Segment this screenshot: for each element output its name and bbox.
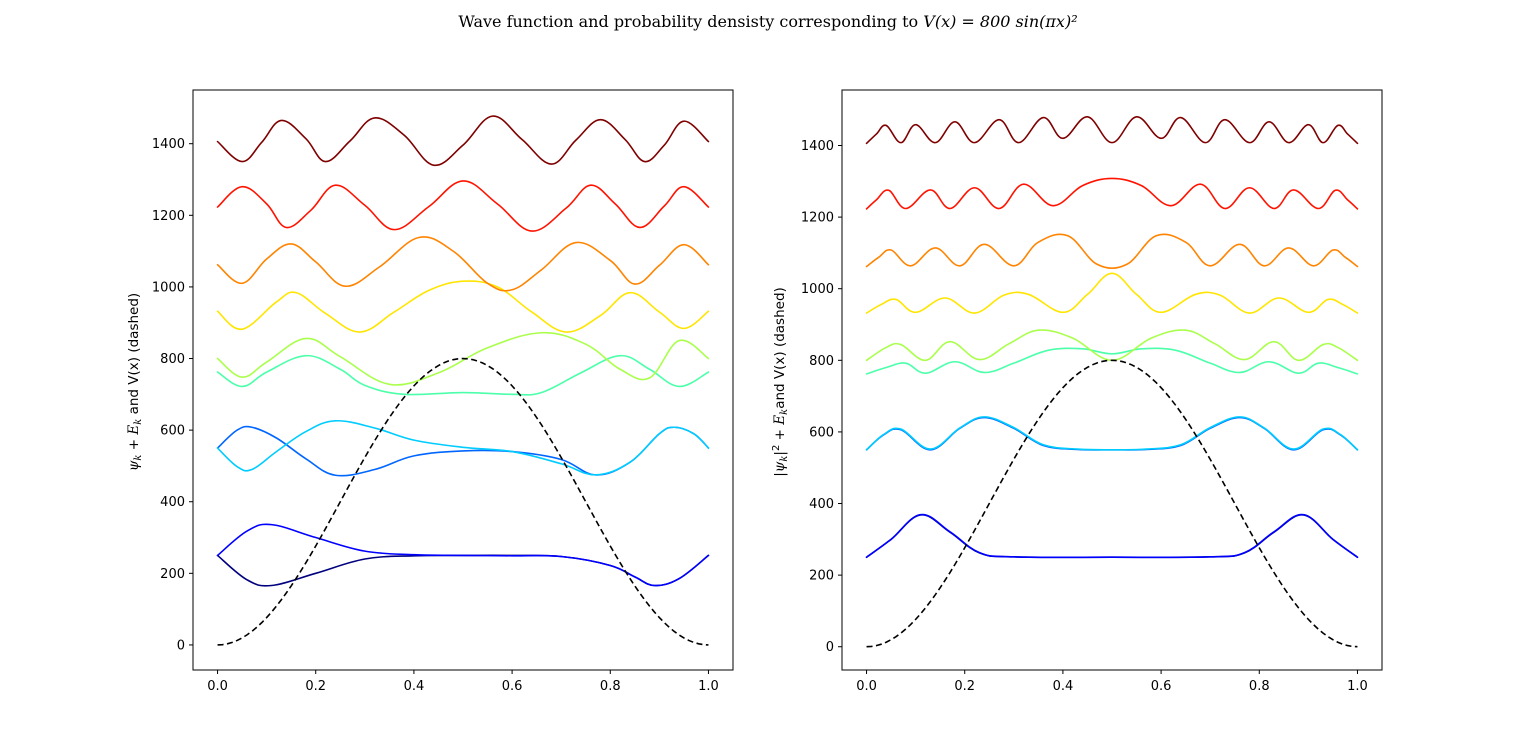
right-ylabel-psi: ψ <box>772 461 788 472</box>
left-ylabel-E: E <box>126 425 142 436</box>
right-ytick-label-0: 0 <box>826 640 834 655</box>
left-ylabel-psi: ψ <box>126 460 142 471</box>
left-series-line-0 <box>216 554 710 587</box>
left-xtick-label-4: 0.8 <box>600 679 621 694</box>
right-ylabel-sub-k2: k <box>779 409 790 415</box>
right-ylabel-bar1: | <box>772 472 788 477</box>
right-ylabel-bar2: | <box>772 451 788 456</box>
right-ytick-label-6: 1200 <box>801 211 834 226</box>
left-ytick-label-3: 600 <box>160 424 185 439</box>
right-xtick-label-2: 0.4 <box>1053 679 1074 694</box>
left-ticks: 0.0 0.2 0.4 0.6 0.8 1.0 0 200 400 600 800 1000 1200 1… <box>152 137 719 694</box>
left-ytick-label-0: 0 <box>177 638 185 653</box>
left-ytick-label-4: 800 <box>160 352 185 367</box>
left-potential-line <box>217 357 709 646</box>
right-plot-area <box>865 116 1359 648</box>
left-xtick-label-5: 1.0 <box>698 679 719 694</box>
left-series-line-5 <box>216 331 710 386</box>
right-ticks: 0.0 0.2 0.4 0.6 0.8 1.0 0 200 400 600 800 1000 1200 1… <box>801 139 1368 694</box>
left-xtick-label-2: 0.4 <box>404 679 425 694</box>
left-series-line-3 <box>216 419 710 476</box>
right-axes-frame <box>841 89 1383 671</box>
left-series-line-7 <box>216 236 710 292</box>
left-ylabel-plus: + <box>126 435 142 455</box>
figure-title-math: V(x) = 800 sin(πx)² <box>923 12 1077 31</box>
right-ylabel-plus: + <box>772 425 788 445</box>
right-ylabel-sup-2: 2 <box>771 445 782 451</box>
right-xtick-label-3: 0.6 <box>1151 679 1172 694</box>
right-series-line-1 <box>865 513 1359 559</box>
left-xtick-label-0: 0.0 <box>207 679 228 694</box>
right-ylabel-E: E <box>772 415 788 426</box>
left-ylabel-sub-k2: k <box>133 419 144 425</box>
left-ytick-label-6: 1200 <box>152 209 185 224</box>
figure-title-text: Wave function and probability densisty c… <box>458 12 923 31</box>
right-xtick-label-1: 0.2 <box>954 679 975 694</box>
right-series-line-9 <box>865 116 1359 145</box>
right-series-line-6 <box>865 272 1359 314</box>
right-ytick-label-1: 200 <box>809 569 834 584</box>
figure-title: Wave function and probability densisty c… <box>458 12 1077 31</box>
left-axes-frame <box>192 89 734 671</box>
left-ytick-label-5: 1000 <box>152 280 185 295</box>
right-xtick-label-4: 0.8 <box>1249 679 1270 694</box>
left-series-line-4 <box>216 354 710 396</box>
left-series-line-9 <box>216 115 710 167</box>
right-series-line-0 <box>865 514 1359 559</box>
right-panel: 0.0 0.2 0.4 0.6 0.8 1.0 0 200 400 600 800 1000 1200 1… <box>771 89 1383 694</box>
right-ytick-label-5: 1000 <box>801 282 834 297</box>
right-ytick-label-2: 400 <box>809 497 834 512</box>
left-ylabel-sub-k: k <box>133 455 144 461</box>
right-ytick-label-4: 800 <box>809 354 834 369</box>
left-series-line-6 <box>216 280 710 333</box>
right-series-line-5 <box>865 329 1359 362</box>
left-ytick-label-2: 400 <box>160 495 185 510</box>
left-xtick-label-1: 0.2 <box>305 679 326 694</box>
left-xtick-label-3: 0.6 <box>502 679 523 694</box>
left-panel: 0.0 0.2 0.4 0.6 0.8 1.0 0 200 400 600 800 1000 1200 1… <box>126 89 734 694</box>
right-xtick-label-5: 1.0 <box>1347 679 1368 694</box>
right-ylabel-rest: and V(x) (dashed) <box>772 287 788 409</box>
right-xtick-label-0: 0.0 <box>856 679 877 694</box>
right-series-line-4 <box>865 347 1359 375</box>
left-plot-area <box>216 115 710 646</box>
left-y-axis-label: ψk + Ek and V(x) (dashed) <box>126 293 144 471</box>
left-ylabel-rest: and V(x) (dashed) <box>126 293 142 419</box>
left-series-line-2 <box>216 425 710 477</box>
right-series-line-8 <box>865 177 1359 210</box>
left-series-line-8 <box>216 180 710 232</box>
right-ytick-label-7: 1400 <box>801 139 834 154</box>
right-ylabel-sub-k: k <box>779 456 790 462</box>
right-y-axis-label: |ψk|2 + Ekand V(x) (dashed) <box>771 287 790 477</box>
right-series-line-7 <box>865 233 1359 270</box>
right-potential-line <box>866 359 1358 648</box>
left-ytick-label-7: 1400 <box>152 137 185 152</box>
left-ytick-label-1: 200 <box>160 567 185 582</box>
right-series-line-3 <box>865 416 1359 451</box>
left-series-line-1 <box>216 523 710 587</box>
right-ytick-label-3: 600 <box>809 425 834 440</box>
